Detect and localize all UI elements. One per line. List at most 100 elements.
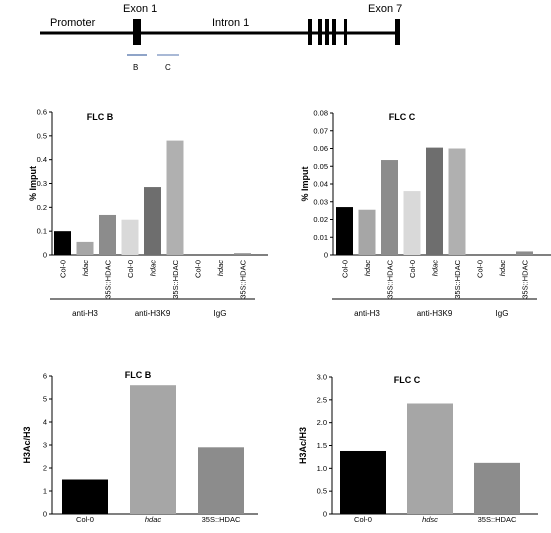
bar [381, 160, 398, 255]
group-label: anti-H3 [72, 309, 98, 318]
group-label: anti-H3 [354, 309, 380, 318]
category-label: hdac [363, 260, 372, 277]
bar [130, 385, 176, 514]
amplicon-b-label: B [133, 63, 138, 72]
category-label: Col-0 [341, 260, 350, 278]
exon-7-box [395, 19, 400, 45]
y-tick-label: 0.01 [313, 233, 328, 242]
bar [166, 140, 184, 255]
bar [403, 191, 421, 255]
bar [448, 148, 466, 255]
category-label: Col-0 [476, 260, 485, 278]
y-axis-label: H3Ac/H3 [22, 426, 32, 463]
chart-flc-c-h3ac: 0 0.5 1.0 1.5 2.0 2.5 3.0 FLC C H3Ac/H3 Col-0 hdsc… [298, 373, 538, 524]
gene-diagram: Promoter Exon 1 Intron 1 Exon 7 B C [40, 3, 402, 72]
category-label: 35S::HDAC [478, 515, 517, 524]
bar [336, 207, 353, 255]
bar [144, 187, 161, 255]
chart-flc-b-input: 0 0.1 0.2 0.3 0.4 0.5 0.6 FLC B % Imput Col-0 hdac… [28, 108, 268, 318]
category-label: 35S::HDAC [521, 259, 530, 298]
category-label: Col-0 [76, 515, 94, 524]
exon-7-label: Exon 7 [368, 3, 402, 15]
bar [426, 147, 443, 255]
y-tick-label: 0.5 [37, 131, 47, 140]
category-label: hdac [216, 260, 225, 277]
category-label: Col-0 [408, 260, 417, 278]
category-label: 35S::HDAC [171, 259, 180, 298]
y-tick-label: 5 [43, 395, 47, 404]
category-label: 35S::HDAC [239, 259, 248, 298]
bar [340, 450, 386, 514]
y-tick-label: 2.0 [317, 418, 327, 427]
chart-title: FLC C [394, 375, 421, 385]
y-tick-label: 0.02 [313, 215, 328, 224]
y-tick-label: 1.5 [317, 441, 327, 450]
category-label: hdac [145, 515, 162, 524]
y-tick-label: 2.5 [317, 395, 327, 404]
y-axis-label: % Imput [300, 166, 310, 201]
y-axis-label: H3Ac/H3 [298, 427, 308, 464]
group-label: IgG [496, 309, 509, 318]
exon-1-label: Exon 1 [123, 3, 157, 15]
amplicon-c-label: C [165, 63, 171, 72]
y-tick-label: 0.4 [37, 155, 47, 164]
exon-2-box [308, 19, 312, 45]
bar [76, 241, 94, 255]
y-tick-label: 0.5 [317, 487, 327, 496]
exon-6-box [344, 19, 347, 45]
category-label: Col-0 [126, 260, 135, 278]
bar [198, 447, 244, 514]
bar [99, 214, 116, 255]
y-tick-label: 0 [323, 510, 327, 519]
category-label: hdac [81, 260, 90, 277]
y-tick-label: 0 [324, 251, 328, 260]
group-label: anti-H3K9 [135, 309, 171, 318]
y-axis-label: % Imput [28, 166, 38, 201]
y-tick-label: 0.08 [313, 109, 328, 118]
category-label: hdac [149, 260, 158, 277]
category-label: 35S::HDAC [202, 515, 241, 524]
category-label: 35S::HDAC [104, 259, 113, 298]
bar [516, 251, 533, 255]
category-label: Col-0 [59, 260, 68, 278]
category-label: hdsc [422, 515, 438, 524]
y-tick-label: 0.05 [313, 162, 328, 171]
y-tick-label: 0.03 [313, 197, 328, 206]
y-tick-label: 3.0 [317, 373, 327, 382]
group-label: anti-H3K9 [417, 309, 453, 318]
y-tick-label: 0.07 [313, 126, 328, 135]
y-tick-label: 2 [43, 464, 47, 473]
y-tick-label: 1.0 [317, 464, 327, 473]
group-label: IgG [214, 309, 227, 318]
bar [474, 462, 520, 514]
bar [54, 231, 71, 255]
exon-3-box [318, 19, 322, 45]
y-tick-label: 0.04 [313, 180, 328, 189]
category-label: hdac [498, 260, 507, 277]
chart-flc-c-input: 0 0.01 0.02 0.03 0.04 0.05 0.06 0.07 0.08 FLC C % … [300, 109, 551, 318]
promoter-label: Promoter [50, 17, 96, 29]
category-label: hdac [431, 260, 440, 277]
y-tick-label: 1 [43, 487, 47, 496]
y-tick-label: 4 [43, 418, 47, 427]
bar [62, 479, 108, 514]
exon-5-box [332, 19, 336, 45]
y-tick-label: 0.1 [37, 227, 47, 236]
y-tick-label: 0.3 [37, 179, 47, 188]
chart-title: FLC C [389, 112, 416, 122]
chart-title: FLC B [125, 370, 152, 380]
category-label: Col-0 [354, 515, 372, 524]
y-tick-label: 0.6 [37, 108, 47, 117]
category-label: Col-0 [194, 260, 203, 278]
y-tick-label: 6 [43, 372, 47, 381]
y-tick-label: 0 [43, 510, 47, 519]
chart-title: FLC B [87, 112, 114, 122]
exon-4-box [325, 19, 329, 45]
category-label: 35S::HDAC [453, 259, 462, 298]
bar [358, 209, 376, 255]
y-tick-label: 0.2 [37, 203, 47, 212]
intron-1-label: Intron 1 [212, 17, 249, 29]
y-tick-label: 3 [43, 441, 47, 450]
